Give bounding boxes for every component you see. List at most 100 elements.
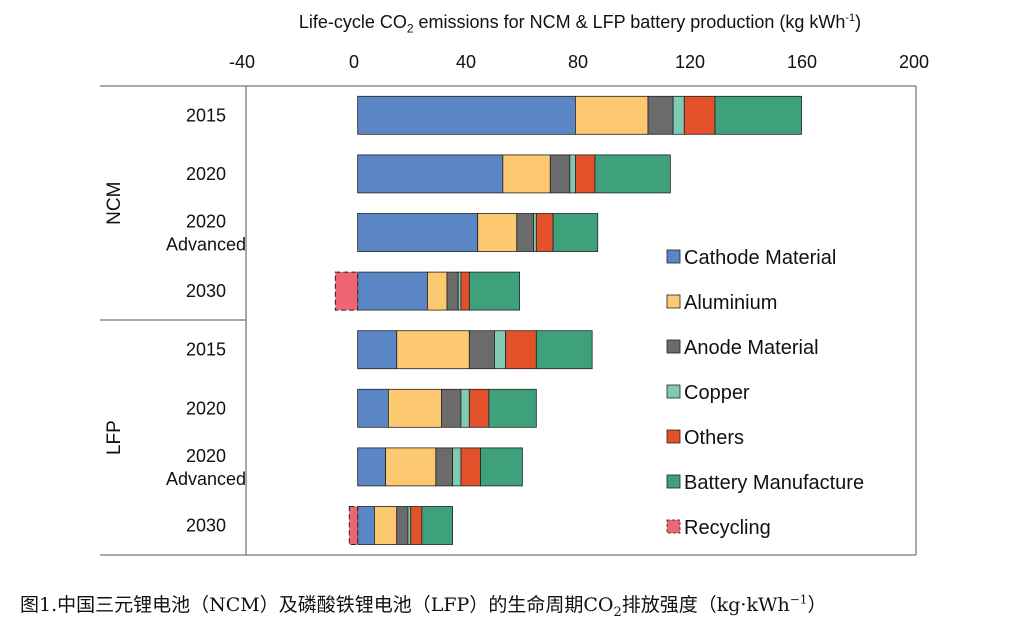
bar-category-label: 2020 Advanced (166, 212, 246, 255)
bar-segment-aluminium (575, 95, 649, 135)
title-text-a: Life-cycle CO (298, 12, 407, 32)
chart-svg: NCM LFP 2015 2020 2020 Advanced 2030 2015 2020 2… (100, 85, 917, 556)
bar-segment-battery-manufacture (468, 271, 520, 311)
bar-category-label: 2015 (186, 105, 226, 125)
bar-segment-cathode-material (357, 271, 428, 311)
bar-segment-anode-material (396, 506, 409, 545)
legend: Cathode Material Aluminium Anode Material C… (666, 247, 864, 539)
bar-segment-cathode-material (357, 506, 375, 545)
bar-segment-battery-manufacture (480, 447, 523, 487)
title-text-b: emissions for NCM & LFP battery producti… (413, 12, 846, 32)
bar-category-label-line: Advanced (166, 469, 246, 489)
bar-segment-copper (460, 388, 470, 428)
bar-segment-copper (494, 330, 507, 370)
bar-category-label-line: 2015 (186, 105, 226, 125)
legend-swatch-aluminium (666, 294, 681, 309)
bar-segment-battery-manufacture (594, 154, 671, 194)
bar-segment-others (505, 330, 537, 370)
caption-superscript: −1 (789, 592, 808, 607)
bar-segment-cathode-material (357, 330, 398, 370)
bar-segment-aluminium (385, 447, 437, 487)
legend-swatch-recycling (666, 519, 681, 534)
x-tick-label: 200 (898, 52, 930, 72)
x-tick-label: 120 (674, 52, 706, 72)
bar-category-label-line: 2030 (186, 281, 226, 301)
x-tick-label: 80 (567, 52, 589, 72)
bar-category-label: 2020 (186, 398, 226, 418)
bar-segment-cathode-material (357, 447, 386, 487)
bar-segment-anode-material (446, 271, 459, 311)
bar-segment-cathode-material (357, 213, 479, 252)
bar-category-label: 2020 Advanced (166, 446, 246, 489)
x-tick-label: 0 (348, 52, 359, 72)
bar-segment-aluminium (374, 506, 398, 545)
bar-category-label-line: 2020 (186, 446, 226, 466)
group-label-lfp: LFP (104, 420, 125, 455)
bar-segment-copper (533, 213, 537, 252)
legend-label-battery-manufacture: Battery Manufacture (684, 472, 864, 494)
bar-segment-battery-manufacture (714, 95, 802, 135)
bar-segment-others (683, 95, 716, 135)
bar-labels: 2015 2020 2020 Advanced 2030 2015 2020 2020 Adva… (166, 105, 246, 535)
caption-text-c: ） (807, 594, 827, 616)
bar-segment-battery-manufacture (552, 213, 599, 252)
bar-segment-recycling (334, 271, 359, 311)
bar-segment-others (575, 154, 596, 194)
legend-label-copper: Copper (684, 382, 750, 404)
bar-category-label-line: 2020 (186, 212, 226, 232)
bar-segment-anode-material (435, 447, 453, 487)
bar-category-label-line: 2015 (186, 340, 226, 360)
bar-segment-others (460, 447, 481, 487)
bar-segment-battery-manufacture (488, 388, 537, 428)
group-label-ncm: NCM (104, 182, 125, 225)
caption-subscript: 2 (613, 604, 622, 620)
x-tick-label: -40 (228, 52, 255, 72)
bar-segment-anode-material (468, 330, 495, 370)
x-tick-label: 160 (786, 52, 818, 72)
bars (334, 95, 802, 545)
bar-segment-battery-manufacture (535, 330, 593, 370)
bar-segment-battery-manufacture (421, 506, 453, 545)
legend-label-recycling: Recycling (684, 517, 771, 539)
bar-segment-anode-material (516, 213, 534, 252)
x-tick-label: 40 (455, 52, 477, 72)
bar-segment-cathode-material (357, 154, 504, 194)
bar-segment-others (460, 271, 470, 311)
bar-segment-anode-material (549, 154, 571, 194)
legend-label-aluminium: Aluminium (684, 292, 777, 314)
chart-frame (100, 85, 917, 556)
bar-segment-aluminium (396, 330, 470, 370)
bar-segment-anode-material (441, 388, 462, 428)
legend-swatch-others (666, 429, 681, 444)
bar-segment-others (535, 213, 554, 252)
bar-segment-anode-material (647, 95, 674, 135)
bar-category-label: 2030 (186, 516, 226, 536)
title-subscript: 2 (406, 21, 414, 36)
legend-swatch-cathode-material (666, 249, 681, 264)
bar-segment-copper (407, 506, 412, 545)
bar-segment-aluminium (502, 154, 551, 194)
caption-text-b: 排放强度（kg·kWh (621, 594, 790, 616)
bar-segment-aluminium (427, 271, 448, 311)
bar-segment-aluminium (387, 388, 442, 428)
bar-segment-recycling (348, 506, 359, 545)
legend-swatch-battery-manufacture (666, 474, 681, 489)
bar-category-label-line: 2020 (186, 398, 226, 418)
bar-segment-copper (457, 271, 462, 311)
title-text-c: ) (855, 12, 862, 32)
bar-category-label: 2020 (186, 164, 226, 184)
legend-label-cathode-material: Cathode Material (684, 247, 836, 269)
bar-category-label: 2015 (186, 340, 226, 360)
bar-segment-copper (672, 95, 685, 135)
bar-segment-cathode-material (357, 388, 389, 428)
legend-swatch-copper (666, 384, 681, 399)
legend-swatch-anode-material (666, 339, 681, 354)
bar-segment-aluminium (477, 213, 518, 252)
figure-caption: 图1.中国三元锂电池（NCM）及磷酸铁锂电池（LFP）的生命周期CO2排放强度（… (20, 590, 1020, 620)
bar-segment-cathode-material (357, 95, 576, 135)
bar-category-label: 2030 (186, 281, 226, 301)
bar-category-label-line: 2020 (186, 164, 226, 184)
bar-segment-copper (452, 447, 462, 487)
bar-segment-others (410, 506, 423, 545)
chart-title: Life-cycle CO2 emissions for NCM & LFP b… (240, 12, 920, 36)
